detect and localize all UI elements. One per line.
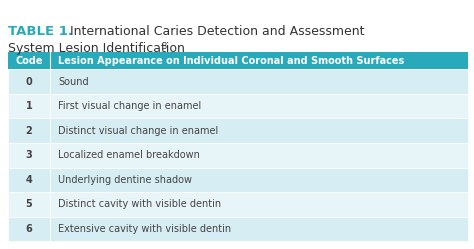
Text: Distinct cavity with visible dentin: Distinct cavity with visible dentin (58, 199, 221, 209)
Text: Underlying dentine shadow: Underlying dentine shadow (58, 175, 192, 185)
Bar (8, 143, 50, 168)
Bar (50, 192, 468, 216)
Text: TABLE 1.: TABLE 1. (8, 25, 73, 38)
Bar (8, 168, 50, 192)
Bar (8, 94, 50, 119)
Text: 0: 0 (26, 77, 32, 87)
Bar (50, 119, 468, 143)
Text: 6: 6 (26, 224, 32, 234)
Bar (8, 69, 50, 94)
Text: 1: 1 (26, 101, 32, 111)
Text: Extensive cavity with visible dentin: Extensive cavity with visible dentin (58, 224, 231, 234)
Text: International Caries Detection and Assessment: International Caries Detection and Asses… (66, 25, 365, 38)
Text: First visual change in enamel: First visual change in enamel (58, 101, 201, 111)
Text: 3: 3 (161, 42, 166, 51)
Bar (50, 216, 468, 241)
Text: Code: Code (15, 56, 43, 66)
Bar (8, 52, 50, 69)
Bar (8, 216, 50, 241)
Text: Distinct visual change in enamel: Distinct visual change in enamel (58, 126, 218, 136)
Bar (50, 69, 468, 94)
Bar (8, 192, 50, 216)
Text: Sound: Sound (58, 77, 89, 87)
Text: 3: 3 (26, 150, 32, 160)
Bar (50, 94, 468, 119)
Text: 2: 2 (26, 126, 32, 136)
Bar (50, 168, 468, 192)
Text: 5: 5 (26, 199, 32, 209)
Text: System Lesion Identification: System Lesion Identification (8, 42, 185, 55)
Text: Lesion Appearance on Individual Coronal and Smooth Surfaces: Lesion Appearance on Individual Coronal … (58, 56, 404, 66)
Bar (50, 143, 468, 168)
Text: 4: 4 (26, 175, 32, 185)
Bar (50, 52, 468, 69)
Bar (8, 119, 50, 143)
Text: Localized enamel breakdown: Localized enamel breakdown (58, 150, 200, 160)
